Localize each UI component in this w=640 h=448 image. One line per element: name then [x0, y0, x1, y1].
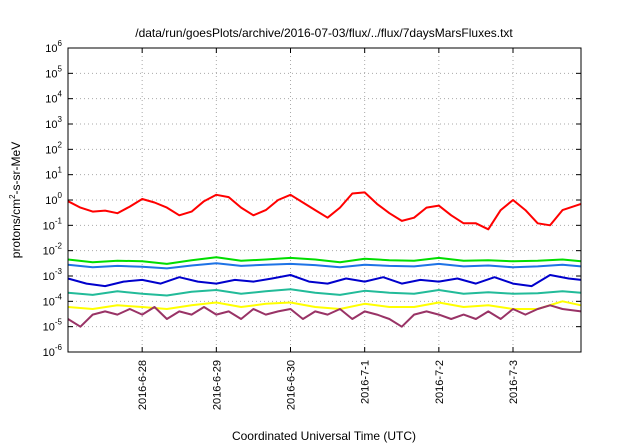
y-tick-exponent: -1 — [55, 216, 63, 225]
series-line-3 — [67, 262, 582, 270]
x-tick-label: 2016-6-28 — [137, 360, 149, 410]
y-tick-base: 10 — [43, 347, 55, 359]
y-tick-exponent: 1 — [58, 166, 63, 175]
series-line-7 — [67, 304, 582, 328]
series-line-5 — [67, 288, 582, 297]
series-group — [67, 191, 582, 328]
y-tick-label: 102 — [45, 140, 62, 156]
y-tick-base: 10 — [45, 195, 57, 207]
series-line-4 — [67, 274, 582, 288]
y-tick-label: 10-3 — [43, 267, 63, 283]
y-tick-exponent: 4 — [58, 90, 63, 99]
y-tick-exponent: 3 — [58, 115, 63, 124]
y-tick-label: 104 — [45, 90, 62, 106]
series-line-1 — [67, 191, 582, 231]
y-tick-base: 10 — [43, 246, 55, 258]
y-tick-base: 10 — [45, 170, 57, 182]
y-tick-exponent: -4 — [55, 292, 63, 301]
x-tick-label: 2016-7-3 — [508, 360, 520, 404]
y-tick-exponent: 6 — [58, 39, 63, 48]
y-tick-label: 105 — [45, 64, 62, 80]
y-tick-label: 106 — [45, 39, 62, 55]
y-tick-label: 103 — [45, 115, 62, 131]
y-tick-label: 10-2 — [43, 242, 63, 258]
x-axis: 2016-6-28 2016-6-29 2016-6-30 2016-7-1 2016-… — [137, 48, 520, 410]
y-tick-label: 10-1 — [43, 216, 63, 232]
y-tick-label: 10-6 — [43, 343, 63, 359]
x-tick-label: 2016-6-30 — [286, 360, 298, 410]
y-tick-base: 10 — [43, 322, 55, 334]
y-tick-label: 100 — [45, 191, 62, 207]
series-line-2 — [67, 256, 582, 265]
y-tick-label: 101 — [45, 166, 62, 182]
y-tick-exponent: 2 — [58, 140, 63, 149]
x-tick-label: 2016-7-1 — [360, 360, 372, 404]
y-tick-exponent: -5 — [55, 318, 63, 327]
y-axis-label-part: protons/cm — [9, 199, 23, 258]
y-tick-base: 10 — [45, 94, 57, 106]
y-tick-base: 10 — [43, 296, 55, 308]
chart-title: /data/run/goesPlots/archive/2016-07-03/f… — [135, 26, 513, 40]
y-axis-label: protons/cm2-s-sr-MeV — [8, 142, 23, 258]
y-axis: 10-610-510-410-310-210-11001011021031041… — [43, 39, 581, 359]
y-tick-label: 10-4 — [43, 292, 63, 308]
y-tick-base: 10 — [45, 119, 57, 131]
y-tick-base: 10 — [45, 68, 57, 80]
y-axis-label-part: -s-sr-MeV — [9, 142, 23, 195]
x-tick-label: 2016-7-2 — [434, 360, 446, 404]
y-axis-label-superscript: 2 — [8, 194, 17, 199]
y-tick-label: 10-5 — [43, 318, 63, 334]
y-tick-exponent: -3 — [55, 267, 63, 276]
series-line-6 — [67, 300, 582, 310]
y-tick-base: 10 — [43, 271, 55, 283]
x-tick-label: 2016-6-29 — [211, 360, 223, 410]
y-tick-exponent: 5 — [58, 64, 63, 73]
y-tick-exponent: 0 — [58, 191, 63, 200]
x-axis-label: Coordinated Universal Time (UTC) — [232, 429, 416, 443]
y-tick-exponent: -6 — [55, 343, 63, 352]
y-tick-exponent: -2 — [55, 242, 63, 251]
y-tick-base: 10 — [45, 43, 57, 55]
y-tick-base: 10 — [43, 220, 55, 232]
y-tick-base: 10 — [45, 144, 57, 156]
